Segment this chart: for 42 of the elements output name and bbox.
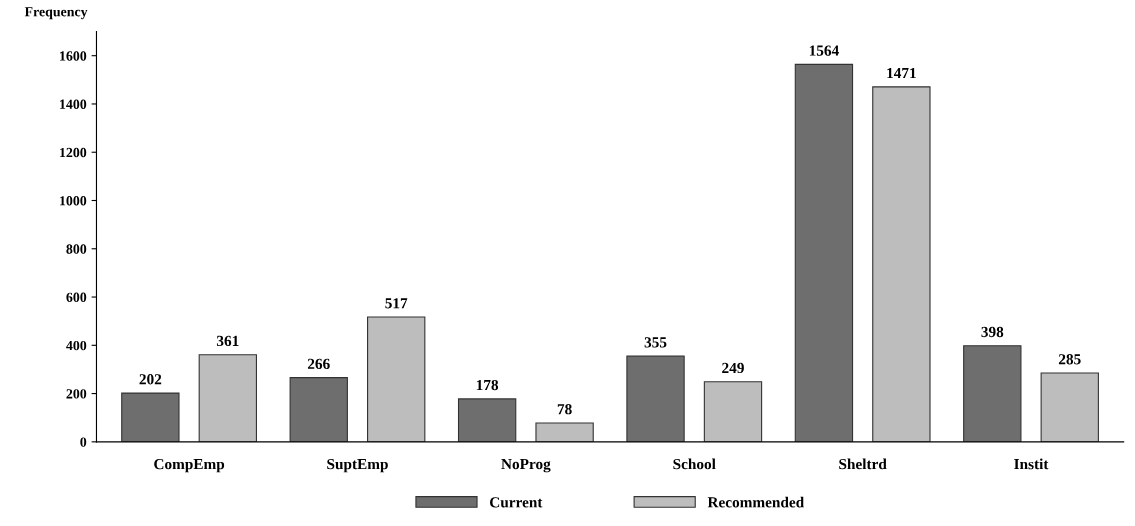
data-label: 361 bbox=[216, 335, 239, 347]
y-axis-title: Frequency bbox=[24, 7, 88, 20]
bar bbox=[626, 355, 685, 442]
data-label: 398 bbox=[981, 326, 1004, 338]
data-label: 355 bbox=[644, 337, 667, 348]
data-label: 285 bbox=[1058, 354, 1081, 365]
y-tick-label: 1400 bbox=[60, 99, 87, 109]
data-label: 1471 bbox=[887, 67, 916, 79]
data-label: 517 bbox=[385, 298, 408, 309]
bar bbox=[872, 86, 931, 442]
x-tick-label: SuptEmp bbox=[327, 458, 388, 473]
bar bbox=[457, 398, 517, 442]
bar bbox=[121, 392, 180, 442]
y-tick-label: 1000 bbox=[60, 196, 87, 206]
bar bbox=[289, 377, 348, 442]
x-tick-label: School bbox=[673, 458, 716, 470]
data-label: 178 bbox=[476, 379, 499, 391]
legend-label: Recommended bbox=[707, 496, 805, 508]
legend-label: Current bbox=[490, 497, 543, 508]
bar bbox=[1040, 372, 1099, 442]
data-label: 266 bbox=[307, 358, 330, 369]
data-label: 202 bbox=[139, 374, 162, 385]
y-tick-label: 1200 bbox=[60, 147, 87, 158]
y-tick-label: 0 bbox=[80, 437, 87, 447]
y-tick-label: 200 bbox=[66, 389, 87, 399]
y-tick-label: 400 bbox=[66, 340, 87, 351]
x-tick-label: Instit bbox=[1014, 458, 1049, 470]
data-label: 1564 bbox=[809, 45, 839, 56]
bar bbox=[703, 381, 763, 442]
bar bbox=[963, 345, 1022, 442]
x-tick-label: CompEmp bbox=[154, 458, 225, 473]
data-label: 249 bbox=[722, 362, 744, 374]
x-tick-label: Sheltrd bbox=[839, 458, 887, 470]
y-tick-label: 600 bbox=[66, 292, 87, 302]
bar bbox=[367, 316, 426, 442]
y-tick-label: 1600 bbox=[60, 51, 87, 61]
data-label: 78 bbox=[557, 404, 572, 415]
bar bbox=[535, 422, 594, 442]
bar bbox=[198, 354, 257, 442]
y-tick-label: 800 bbox=[66, 244, 87, 254]
x-tick-label: NoProg bbox=[501, 458, 551, 473]
bar bbox=[794, 63, 854, 442]
